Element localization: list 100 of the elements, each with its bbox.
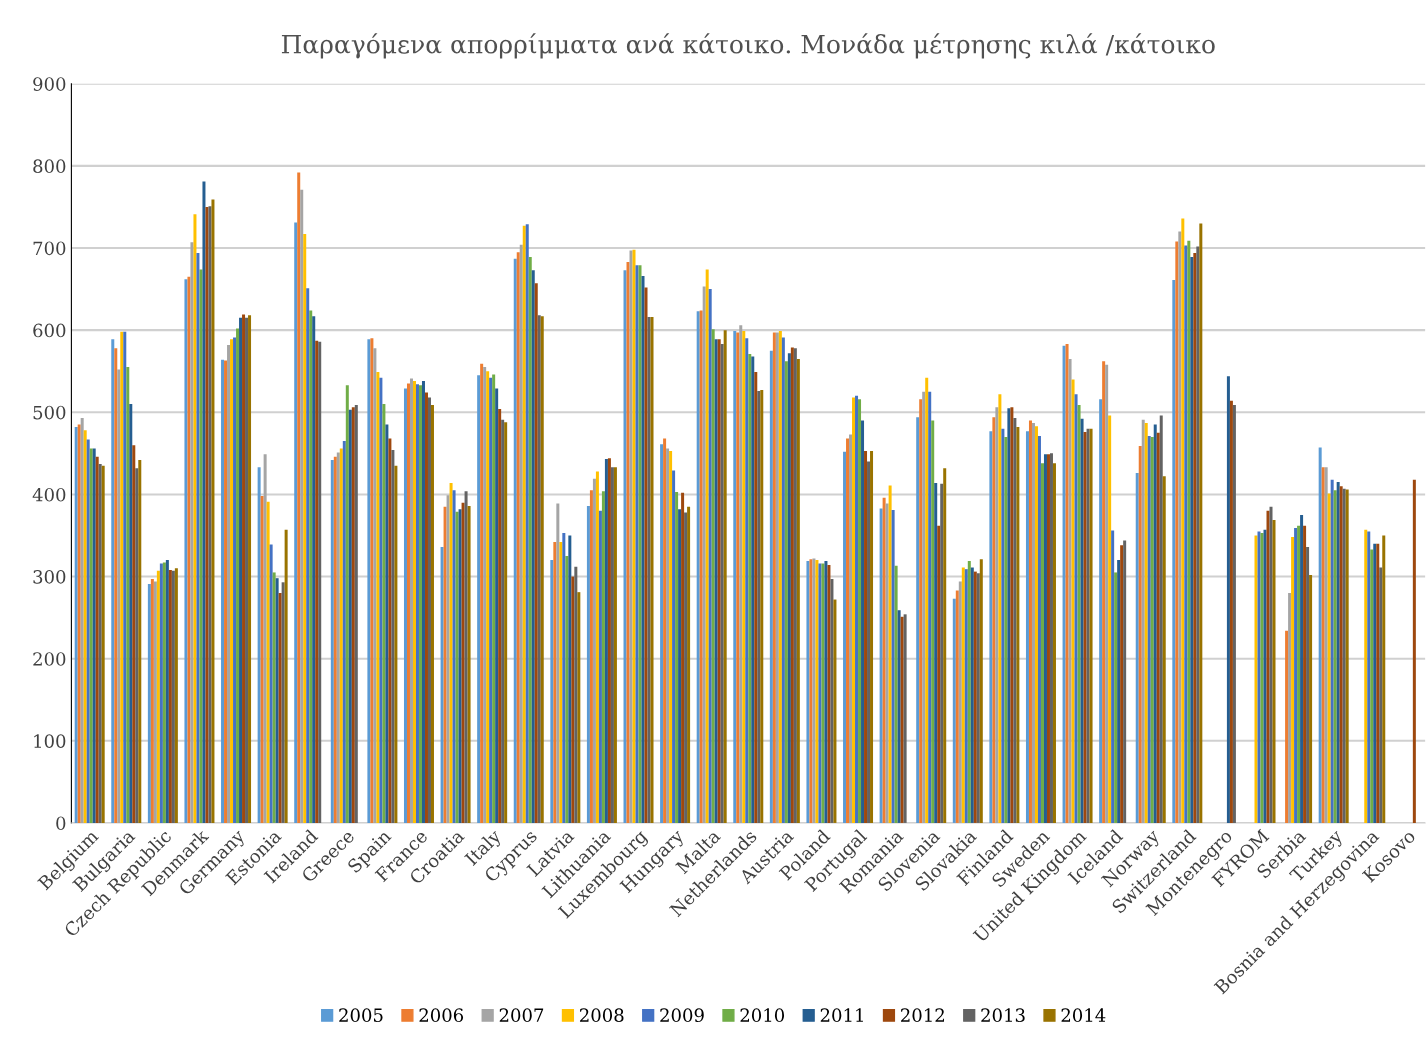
bar bbox=[1001, 428, 1005, 823]
bar bbox=[787, 353, 791, 823]
bar bbox=[1291, 537, 1295, 823]
bar bbox=[135, 468, 139, 823]
bar bbox=[1263, 529, 1267, 823]
bar bbox=[1306, 546, 1310, 823]
bar bbox=[894, 565, 898, 823]
bar bbox=[992, 417, 996, 823]
legend-label: 2014 bbox=[1061, 1008, 1106, 1023]
bar bbox=[711, 329, 715, 823]
bar bbox=[278, 592, 282, 823]
bar bbox=[678, 509, 682, 823]
bar bbox=[138, 459, 142, 823]
bar bbox=[1309, 574, 1313, 823]
bar bbox=[708, 289, 712, 823]
bar bbox=[303, 234, 307, 823]
bar bbox=[1083, 432, 1087, 823]
bar bbox=[937, 525, 941, 823]
bar bbox=[1004, 436, 1008, 823]
bar bbox=[388, 438, 392, 823]
bar bbox=[80, 418, 84, 823]
bar bbox=[272, 572, 276, 823]
bar bbox=[196, 252, 200, 823]
bar bbox=[550, 560, 554, 823]
bar bbox=[595, 471, 599, 823]
bar bbox=[745, 338, 749, 823]
bar bbox=[888, 485, 892, 823]
bar bbox=[427, 397, 431, 823]
bar bbox=[379, 377, 383, 823]
bar bbox=[598, 510, 602, 823]
bar bbox=[970, 567, 974, 823]
bar bbox=[309, 310, 313, 823]
bar bbox=[1099, 399, 1103, 823]
legend-label: 2007 bbox=[499, 1008, 544, 1023]
y-tick-label: 500 bbox=[33, 405, 66, 420]
bar bbox=[687, 506, 691, 823]
bar bbox=[864, 450, 868, 823]
bar bbox=[424, 392, 428, 823]
bar bbox=[663, 438, 667, 823]
bar bbox=[211, 199, 215, 823]
bar bbox=[486, 371, 490, 823]
bar bbox=[660, 444, 664, 823]
bar bbox=[111, 339, 115, 823]
legend-label: 2012 bbox=[901, 1008, 944, 1023]
bar bbox=[452, 490, 456, 823]
bar bbox=[723, 330, 727, 823]
bar bbox=[720, 344, 724, 823]
bar bbox=[516, 252, 520, 823]
bar bbox=[830, 579, 834, 823]
bar bbox=[263, 454, 267, 823]
bar bbox=[403, 388, 407, 823]
bar bbox=[574, 566, 578, 823]
bar bbox=[592, 478, 596, 823]
bar bbox=[781, 337, 785, 823]
bar bbox=[919, 399, 923, 823]
bar bbox=[586, 505, 590, 823]
bar bbox=[373, 348, 377, 823]
bar bbox=[1016, 427, 1020, 823]
bar bbox=[193, 214, 197, 823]
bar bbox=[1156, 432, 1160, 823]
bar bbox=[879, 508, 883, 823]
bar bbox=[95, 456, 99, 823]
bar bbox=[117, 369, 121, 823]
bar bbox=[297, 172, 301, 823]
bar bbox=[623, 270, 627, 823]
bar bbox=[382, 404, 386, 823]
bar bbox=[1159, 415, 1163, 823]
bar bbox=[967, 560, 971, 823]
bar bbox=[531, 270, 535, 823]
bar bbox=[461, 502, 465, 823]
bar bbox=[376, 372, 380, 823]
bar bbox=[1077, 404, 1081, 823]
bar bbox=[553, 542, 557, 823]
bar bbox=[589, 490, 593, 823]
bar bbox=[409, 378, 413, 823]
bar bbox=[1040, 463, 1044, 823]
bar bbox=[86, 439, 90, 823]
bar bbox=[644, 287, 648, 823]
bar bbox=[925, 377, 929, 823]
bar bbox=[1178, 231, 1182, 823]
bar bbox=[769, 350, 773, 823]
bar bbox=[477, 375, 481, 823]
legend-label: 2008 bbox=[579, 1008, 624, 1023]
bar bbox=[449, 482, 453, 823]
bar bbox=[480, 363, 484, 823]
bar bbox=[739, 325, 743, 823]
bar bbox=[858, 399, 862, 823]
bar bbox=[742, 330, 746, 823]
bar bbox=[300, 189, 304, 823]
bar bbox=[846, 438, 850, 823]
bar bbox=[675, 491, 679, 823]
bar bbox=[1172, 280, 1176, 823]
bar bbox=[1382, 535, 1386, 823]
y-tick-label: 0 bbox=[56, 816, 66, 831]
bar bbox=[1199, 223, 1203, 823]
bar bbox=[1013, 418, 1017, 823]
bar bbox=[684, 512, 688, 823]
bar bbox=[934, 482, 938, 823]
bar bbox=[421, 381, 425, 823]
legend-label: 2005 bbox=[339, 1008, 383, 1023]
